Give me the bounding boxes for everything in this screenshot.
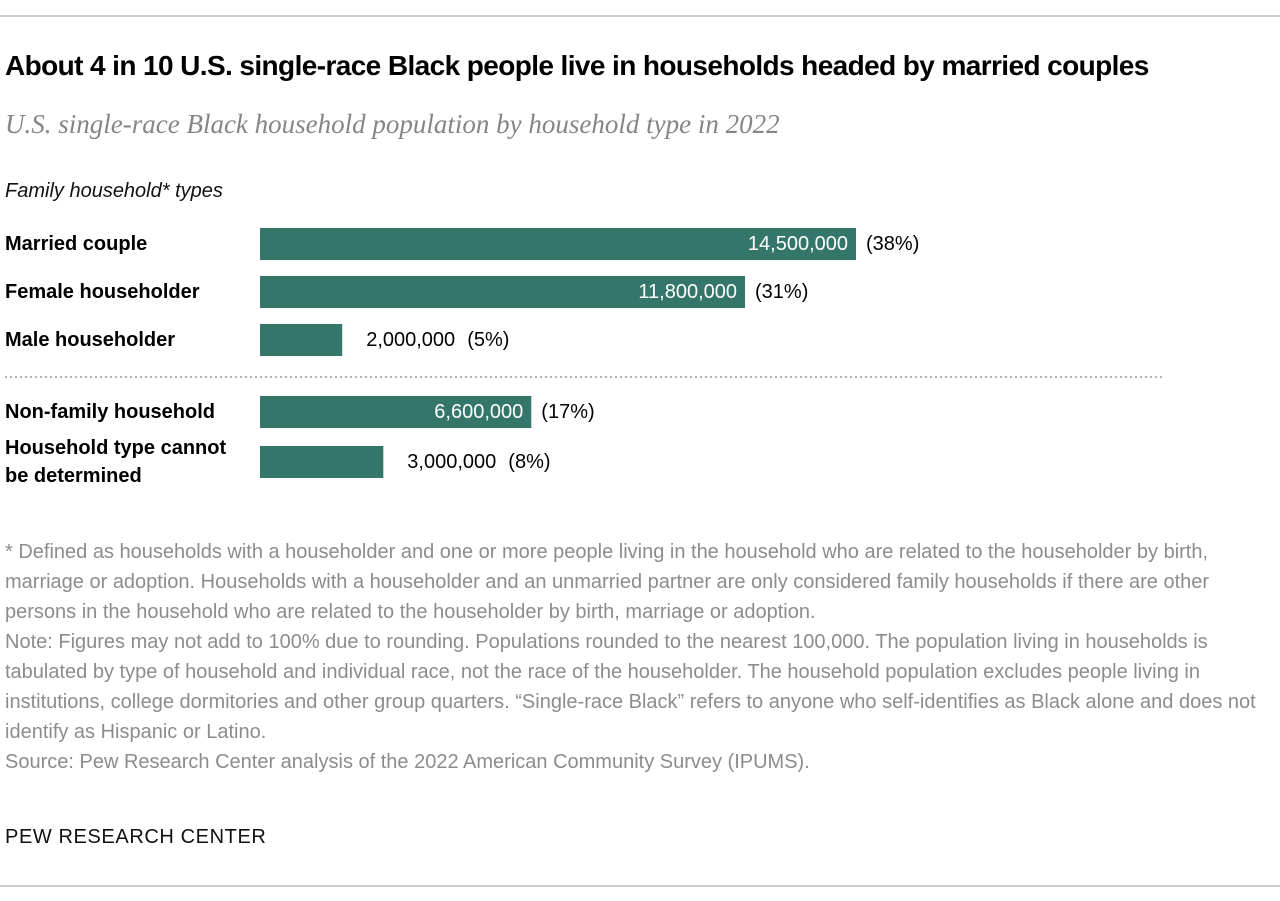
percent-label: (31%) — [755, 281, 808, 303]
group-label: Family household* types — [5, 180, 223, 202]
value-label: 3,000,000 — [407, 451, 496, 473]
footnotes: * Defined as households with a household… — [5, 537, 1273, 777]
bar — [260, 228, 856, 260]
chart-title: About 4 in 10 U.S. single-race Black peo… — [5, 50, 1149, 81]
value-label: 2,000,000 — [366, 329, 455, 351]
category-label: Household type cannot — [5, 437, 226, 459]
bar — [260, 396, 532, 428]
bottom-rule — [0, 885, 1280, 887]
value-label: 11,800,000 — [638, 281, 737, 303]
bar — [260, 446, 384, 478]
chart-subtitle: U.S. single-race Black household populat… — [5, 109, 780, 139]
category-label: Non-family household — [5, 401, 215, 423]
bar — [260, 276, 746, 308]
value-label: 6,600,000 — [434, 401, 523, 423]
percent-label: (5%) — [467, 329, 509, 351]
category-label: Married couple — [5, 233, 147, 255]
top-rule — [0, 15, 1280, 17]
footnote-note: Note: Figures may not add to 100% due to… — [5, 631, 1256, 743]
value-label: 14,500,000 — [748, 233, 848, 255]
brand-label: PEW RESEARCH CENTER — [5, 826, 267, 848]
footnote-source: Source: Pew Research Center analysis of … — [5, 751, 810, 773]
percent-label: (8%) — [508, 451, 550, 473]
category-label: Female householder — [5, 281, 200, 303]
footnote-definition: * Defined as households with a household… — [5, 541, 1210, 623]
percent-label: (17%) — [541, 401, 594, 423]
bar-chart: Married couple 14,500,000 (38%) Female hous… — [5, 228, 1165, 487]
bar — [260, 324, 343, 356]
category-label: Male householder — [5, 329, 175, 351]
category-label: be determined — [5, 465, 142, 487]
percent-label: (38%) — [866, 233, 919, 255]
